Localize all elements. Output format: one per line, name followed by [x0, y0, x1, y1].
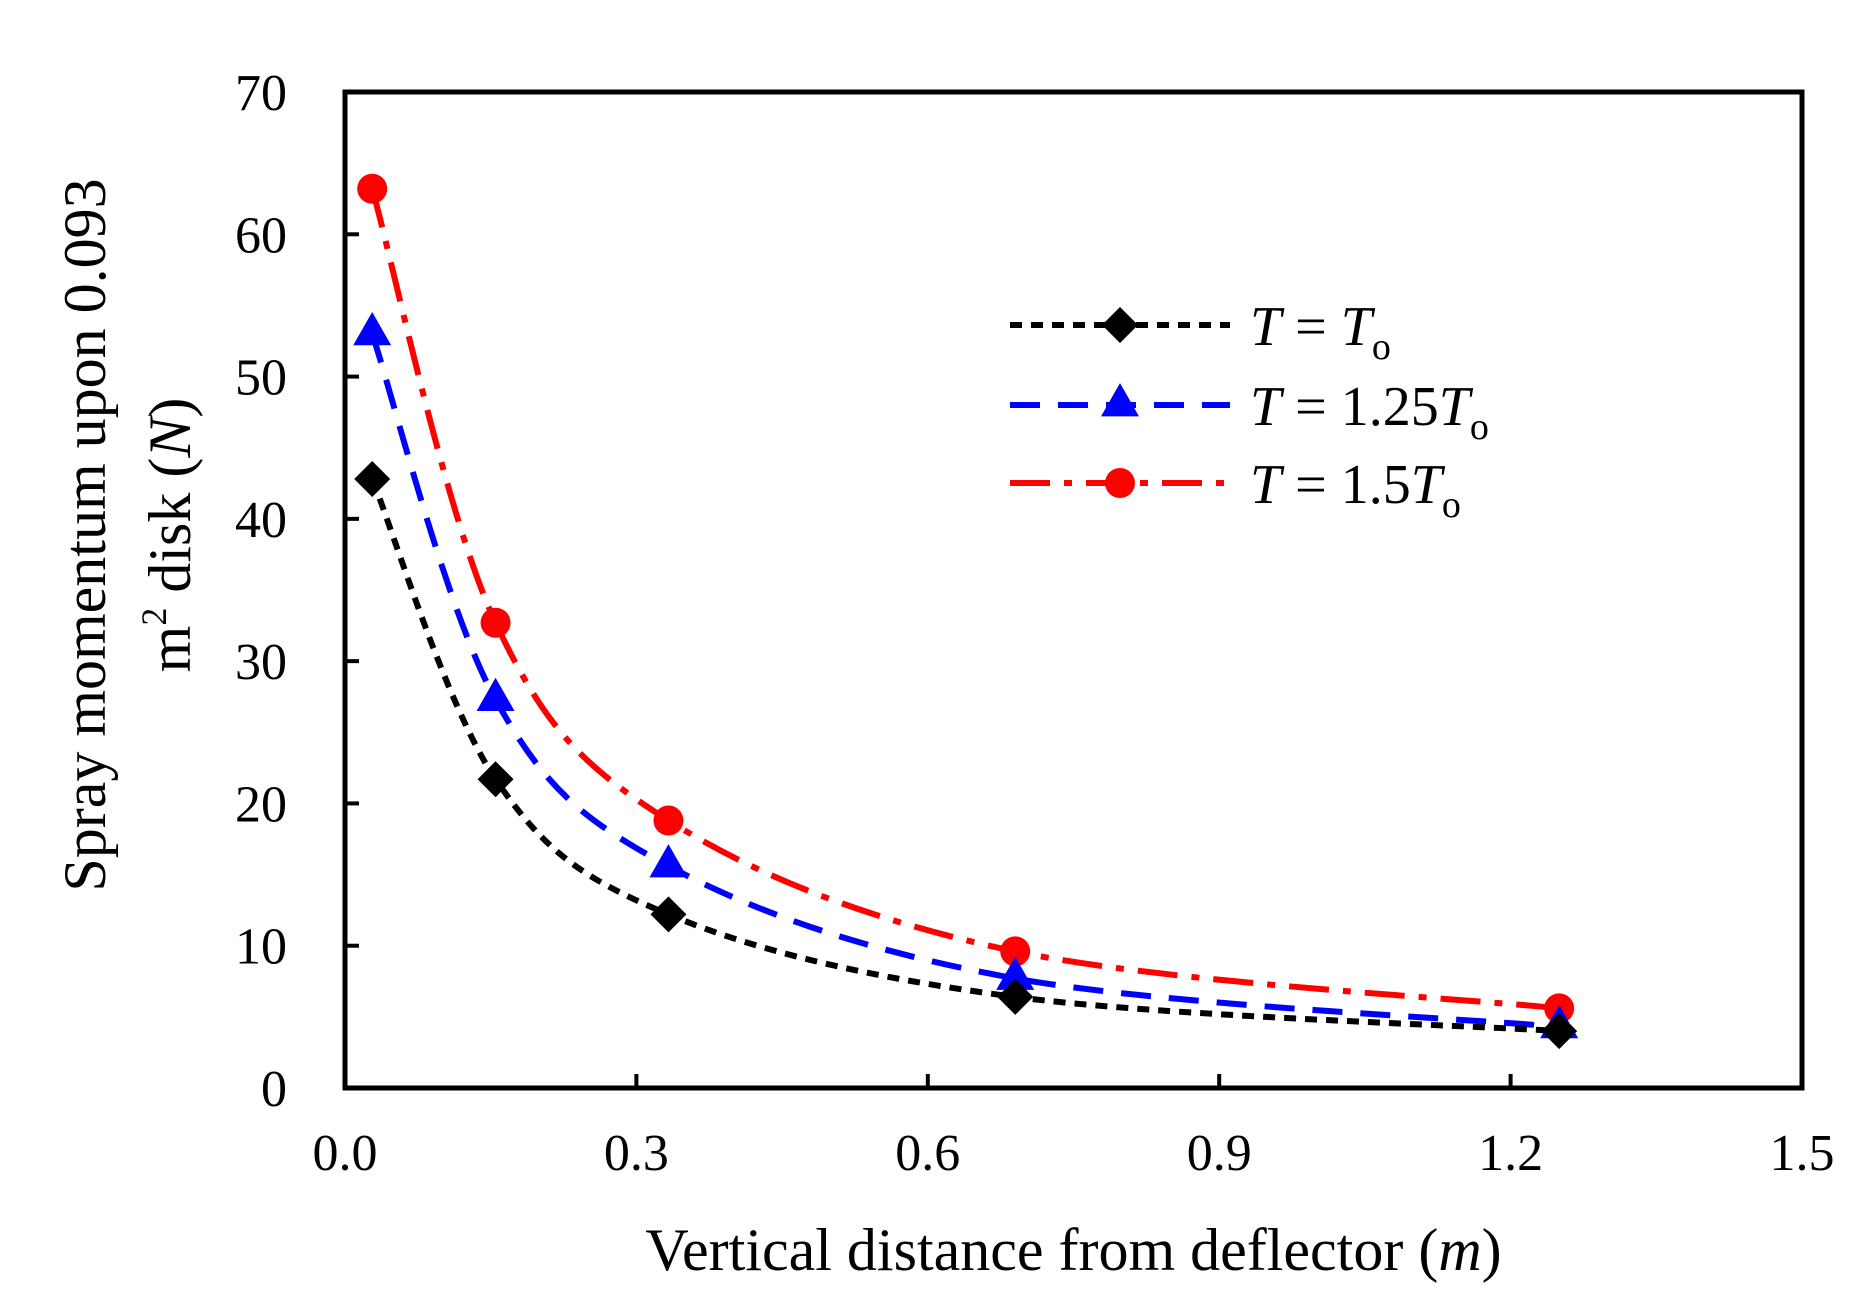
y-axis-title-line2: m2 disk (N)	[134, 398, 203, 673]
y-tick-label-6: 60	[235, 207, 287, 264]
series-2-point-0	[357, 173, 388, 204]
series-0-point-0	[354, 461, 391, 498]
x-axis-title: Vertical distance from deflector (m)	[645, 1217, 1501, 1283]
series-1-point-0	[353, 312, 392, 346]
tick-labels-layer: 0.0 0.3 0.6 0.9 1.2 1.5 0 10 20 30 40 50 60 70	[235, 65, 1835, 1182]
series-0	[354, 461, 1578, 1050]
legend-label-0: T = To	[1250, 296, 1391, 368]
series-0-point-3	[997, 978, 1034, 1015]
series-0-point-2	[650, 896, 687, 933]
y-axis-title-line1: Spray momentum upon 0.093	[52, 178, 118, 891]
x-tick-label-0: 0.0	[313, 1125, 378, 1182]
y-axis-title: Spray momentum upon 0.093 m2 disk (N)	[52, 178, 203, 891]
legend-entry-2: T = 1.5To	[1010, 454, 1461, 526]
y-tick-label-7: 70	[235, 65, 287, 122]
y-tick-label-5: 50	[235, 350, 287, 407]
x-tick-label-2: 0.6	[895, 1125, 960, 1182]
series-0-point-1	[477, 761, 514, 798]
legend-entry-0: T = To	[1010, 296, 1391, 368]
series-2-point-1	[480, 607, 511, 638]
x-tick-label-5: 1.5	[1770, 1125, 1835, 1182]
y-tick-label-2: 20	[235, 776, 287, 833]
series-2-point-3	[1000, 936, 1031, 967]
legend-entry-1: T = 1.25To	[1010, 376, 1489, 448]
series-line-0	[369, 477, 1560, 1035]
series-2	[357, 173, 1575, 1024]
series-1-point-2	[649, 844, 688, 878]
plot-frame	[342, 89, 1805, 1091]
series-1-point-3	[996, 956, 1035, 990]
x-tick-label-4: 1.2	[1478, 1125, 1543, 1182]
legend-marker-2	[1105, 468, 1135, 498]
legend-marker-0	[1102, 307, 1138, 343]
x-tick-label-3: 0.9	[1187, 1125, 1252, 1182]
series-2-point-2	[653, 805, 684, 836]
series-1-point-1	[476, 677, 515, 711]
legend-marker-1	[1101, 383, 1139, 417]
ticks-layer	[343, 90, 1804, 1090]
x-tick-label-1: 0.3	[604, 1125, 669, 1182]
legend-label-1: T = 1.25To	[1250, 376, 1489, 448]
series-layer	[353, 173, 1579, 1050]
series-line-2	[369, 187, 1560, 1012]
y-tick-label-0: 0	[261, 1061, 287, 1118]
y-tick-label-3: 30	[235, 634, 287, 691]
y-tick-label-4: 40	[235, 492, 287, 549]
series-line-1	[369, 332, 1560, 1030]
y-tick-label-1: 10	[235, 919, 287, 976]
legend-label-2: T = 1.5To	[1250, 454, 1461, 526]
series-0-point-4	[1541, 1013, 1578, 1050]
